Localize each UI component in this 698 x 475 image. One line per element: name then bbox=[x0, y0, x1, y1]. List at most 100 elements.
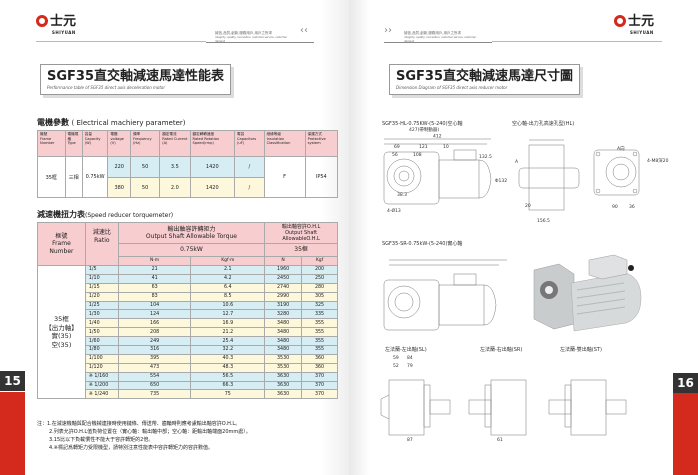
cell: 325 bbox=[301, 300, 338, 311]
cell: 1420 bbox=[189, 156, 236, 178]
cell: 2990 bbox=[264, 291, 303, 302]
cell: 370 bbox=[301, 380, 338, 391]
right-page: ›› 誠信,品質,創新,服務用戶,用戶之所求 integrity, quality… bbox=[349, 0, 698, 475]
cell: 355 bbox=[301, 336, 338, 347]
cell: ※ 1/240 bbox=[84, 389, 119, 400]
cell: 650 bbox=[117, 380, 192, 391]
cell: 10.6 bbox=[190, 300, 266, 311]
sl-drawing bbox=[380, 379, 451, 436]
dim-label: 4-Ø13 bbox=[387, 207, 401, 214]
dim-label: 427(帶制動器) bbox=[409, 126, 439, 133]
note: 注：1.在減速機軸與配合機械連接時使用鏈條、傳送帶、齒輪時則應考慮輸出軸容許O.… bbox=[37, 421, 241, 427]
cell: 355 bbox=[301, 327, 338, 338]
st-drawing bbox=[548, 379, 627, 436]
cell: 360 bbox=[301, 353, 338, 364]
cell: 1/60 bbox=[84, 336, 119, 347]
dim-label: 79 bbox=[407, 363, 413, 369]
cell: 3630 bbox=[264, 389, 303, 400]
cell: 2450 bbox=[264, 273, 303, 284]
dim-label: A bbox=[515, 159, 519, 165]
cell: 316 bbox=[117, 345, 192, 355]
dim-label: 156.5 bbox=[537, 218, 550, 224]
table-row: ※ 1/200 650 66.3 3630 370 bbox=[37, 380, 338, 391]
cell: / bbox=[234, 177, 265, 198]
dim-label: A向 bbox=[617, 145, 625, 152]
header-cell: 保護方式 Protective system bbox=[304, 130, 339, 157]
cell: 1/25 bbox=[84, 300, 119, 311]
dim-label: 61 bbox=[497, 437, 503, 443]
section-heading: 減速機扭力表(Speed reducer torquemeter) bbox=[37, 210, 174, 219]
side-tab bbox=[673, 393, 698, 475]
title-box: SGF35直交軸減速馬達性能表 Performance table of SGF… bbox=[40, 64, 232, 95]
cell: 三相 bbox=[64, 156, 83, 198]
cell: 473 bbox=[117, 362, 192, 373]
cell: 3480 bbox=[264, 327, 303, 338]
diagram-label: SGF35-SR-0.75kW-(5-240)實心軸 bbox=[382, 241, 463, 247]
cell: 3630 bbox=[264, 371, 303, 382]
hl-side-drawing bbox=[518, 139, 580, 211]
divider bbox=[36, 41, 206, 42]
cell: F bbox=[263, 156, 306, 198]
cell: 250 bbox=[301, 273, 338, 284]
cell: 8.5 bbox=[190, 291, 266, 302]
cell: 735 bbox=[117, 389, 192, 400]
gear-logo-icon bbox=[614, 15, 626, 27]
cell: 2740 bbox=[264, 282, 303, 293]
left-page: 士元 SHIYUAN 誠信,品質,創新,服務用戶,用戶之所求 integrity, … bbox=[0, 0, 349, 475]
cell: 83 bbox=[117, 291, 192, 302]
cell: 48.3 bbox=[190, 362, 266, 373]
cell: 1/100 bbox=[84, 353, 119, 364]
cell: 166 bbox=[117, 318, 192, 329]
cell: 40.3 bbox=[190, 353, 266, 364]
cell: 3630 bbox=[264, 380, 303, 391]
divider bbox=[206, 42, 314, 43]
note: 3.15比以下負載慣性不能大于容許轉矩的2倍。 bbox=[49, 437, 154, 443]
torque-table: 框號 Frame Number 減速比 Ratio 輸出軸容許轉矩力 Output Sh… bbox=[37, 222, 338, 400]
dim-label: 132.5 bbox=[479, 154, 492, 160]
cell: 124 bbox=[117, 309, 192, 320]
dim-label: 10 bbox=[443, 144, 449, 150]
header-frame-size: 35框 bbox=[264, 243, 338, 257]
page-number: 15 bbox=[0, 371, 25, 391]
cell: 56.5 bbox=[190, 371, 266, 382]
cell: 3480 bbox=[264, 345, 303, 355]
cell: 1960 bbox=[264, 265, 303, 275]
cell: 360 bbox=[301, 362, 338, 373]
cell: 1/20 bbox=[84, 291, 119, 302]
cell: 200 bbox=[301, 265, 338, 275]
cell: 50 bbox=[130, 177, 161, 198]
cell: IP54 bbox=[304, 156, 339, 198]
page-number: 16 bbox=[673, 373, 698, 393]
header-frame: 框號 Frame Number bbox=[37, 222, 86, 266]
cell: 370 bbox=[301, 389, 338, 400]
dim-label: 4-M8深20 bbox=[647, 157, 669, 164]
cell: 3480 bbox=[264, 318, 303, 329]
dim-label: 56 bbox=[392, 152, 398, 158]
dim-label: 84 bbox=[407, 355, 413, 361]
divider bbox=[492, 41, 662, 42]
cell: 25.4 bbox=[190, 336, 266, 347]
gear-logo-icon bbox=[36, 15, 48, 27]
dim-label: 121 bbox=[419, 144, 428, 150]
slogan: 誠信,品質,創新,服務用戶,用戶之所求 integrity, quality, i… bbox=[404, 31, 476, 43]
cell: 32.2 bbox=[190, 345, 266, 355]
cell: 1/80 bbox=[84, 345, 119, 355]
table-row: ※ 1/240 735 75 3630 370 bbox=[37, 389, 338, 400]
dimension-drawings: 427(帶制動器) 412 69 121 10 56 108 132.5 Φ13… bbox=[380, 126, 669, 443]
header-cell: 絕緣等級 Insulation Classification bbox=[263, 130, 306, 157]
hl-front-drawing bbox=[383, 138, 492, 205]
electrical-table: 機號 Frame Number 電機規格 Type 容量 Capacity (W) 電壓 vo… bbox=[37, 130, 339, 198]
cell: 1/40 bbox=[84, 318, 119, 329]
header-ohl: 輸出軸容許O.H.L Output Shaft AllowableO.H.L bbox=[264, 222, 338, 244]
notes: 注：1.在減速機軸與配合機械連接時使用鏈條、傳送帶、齒輪時則應考慮輸出軸容許O.… bbox=[37, 420, 251, 452]
cell: 3280 bbox=[264, 309, 303, 320]
cell: 1/10 bbox=[84, 273, 119, 284]
cell: 3.5 bbox=[159, 156, 191, 178]
header-cell: 額定轉轉速度 Rated Rotation Speed(rmp) bbox=[189, 130, 236, 157]
header-ratio: 減速比 Ratio bbox=[84, 222, 119, 266]
dim-label: 90 bbox=[612, 204, 618, 210]
cell: 1/15 bbox=[84, 282, 119, 293]
cell: 66.3 bbox=[190, 380, 266, 391]
a-view-drawing bbox=[593, 149, 640, 196]
diagram-label: 左法蘭-雙出軸(ST) bbox=[560, 347, 602, 353]
